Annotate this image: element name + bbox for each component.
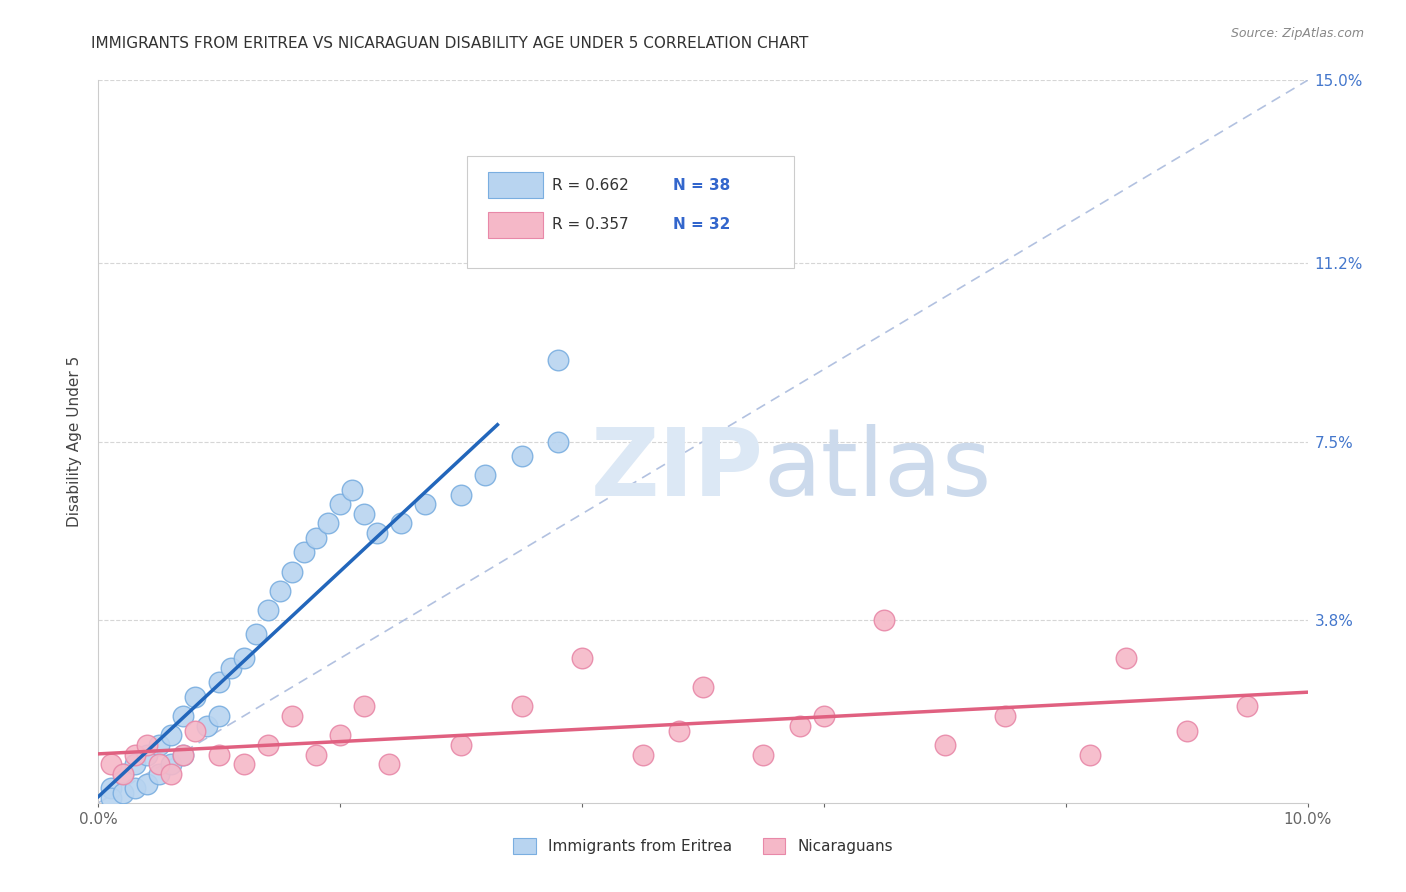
Point bbox=[474, 468, 496, 483]
Point bbox=[377, 757, 399, 772]
Text: R = 0.662: R = 0.662 bbox=[551, 178, 628, 193]
Text: N = 32: N = 32 bbox=[672, 218, 730, 232]
Point bbox=[571, 651, 593, 665]
Point bbox=[148, 757, 170, 772]
Point bbox=[547, 352, 569, 367]
Point bbox=[172, 709, 194, 723]
Point bbox=[232, 651, 254, 665]
Point bbox=[353, 507, 375, 521]
Point bbox=[172, 747, 194, 762]
FancyBboxPatch shape bbox=[488, 211, 543, 238]
Point bbox=[934, 738, 956, 752]
Point bbox=[668, 723, 690, 738]
Point bbox=[329, 728, 352, 742]
Point bbox=[208, 675, 231, 690]
Point bbox=[256, 603, 278, 617]
Text: atlas: atlas bbox=[763, 425, 991, 516]
Point bbox=[413, 497, 436, 511]
Point bbox=[100, 791, 122, 805]
Point bbox=[195, 719, 218, 733]
Point bbox=[100, 757, 122, 772]
Point bbox=[281, 709, 304, 723]
Text: IMMIGRANTS FROM ERITREA VS NICARAGUAN DISABILITY AGE UNDER 5 CORRELATION CHART: IMMIGRANTS FROM ERITREA VS NICARAGUAN DI… bbox=[91, 36, 808, 51]
Point bbox=[305, 531, 328, 545]
Point bbox=[256, 738, 278, 752]
Point bbox=[1236, 699, 1258, 714]
Point bbox=[450, 738, 472, 752]
Y-axis label: Disability Age Under 5: Disability Age Under 5 bbox=[67, 356, 83, 527]
Point bbox=[305, 747, 328, 762]
Point bbox=[135, 738, 157, 752]
Point bbox=[184, 723, 207, 738]
Point bbox=[1115, 651, 1137, 665]
Point bbox=[631, 747, 654, 762]
Point bbox=[994, 709, 1017, 723]
Point bbox=[124, 757, 146, 772]
Point bbox=[208, 709, 231, 723]
Point bbox=[292, 545, 315, 559]
Point bbox=[692, 680, 714, 694]
Point bbox=[269, 583, 291, 598]
FancyBboxPatch shape bbox=[488, 172, 543, 198]
Point bbox=[100, 781, 122, 796]
Text: ZIP: ZIP bbox=[591, 425, 763, 516]
Point bbox=[510, 699, 533, 714]
Point bbox=[316, 516, 339, 531]
Point bbox=[135, 747, 157, 762]
Point bbox=[873, 613, 896, 627]
Text: N = 38: N = 38 bbox=[672, 178, 730, 193]
Point bbox=[342, 483, 364, 497]
Point bbox=[148, 738, 170, 752]
Point bbox=[208, 747, 231, 762]
Point bbox=[1175, 723, 1198, 738]
Text: R = 0.357: R = 0.357 bbox=[551, 218, 628, 232]
Point bbox=[160, 757, 183, 772]
Point bbox=[135, 776, 157, 790]
Point bbox=[160, 767, 183, 781]
Point bbox=[450, 487, 472, 501]
Point bbox=[1078, 747, 1101, 762]
Point bbox=[124, 781, 146, 796]
Point bbox=[184, 690, 207, 704]
Point bbox=[389, 516, 412, 531]
Point bbox=[232, 757, 254, 772]
Point bbox=[221, 661, 243, 675]
Point bbox=[160, 728, 183, 742]
Point bbox=[752, 747, 775, 762]
Point bbox=[281, 565, 304, 579]
Point bbox=[172, 747, 194, 762]
Legend: Immigrants from Eritrea, Nicaraguans: Immigrants from Eritrea, Nicaraguans bbox=[506, 832, 900, 860]
Point bbox=[789, 719, 811, 733]
Text: Source: ZipAtlas.com: Source: ZipAtlas.com bbox=[1230, 27, 1364, 40]
Point bbox=[148, 767, 170, 781]
Point bbox=[353, 699, 375, 714]
Point bbox=[510, 449, 533, 463]
Point bbox=[111, 767, 134, 781]
Point bbox=[245, 627, 267, 641]
Point bbox=[111, 767, 134, 781]
FancyBboxPatch shape bbox=[467, 156, 793, 268]
Point bbox=[329, 497, 352, 511]
Point bbox=[813, 709, 835, 723]
Point bbox=[124, 747, 146, 762]
Point bbox=[111, 786, 134, 800]
Point bbox=[547, 434, 569, 449]
Point bbox=[366, 526, 388, 541]
